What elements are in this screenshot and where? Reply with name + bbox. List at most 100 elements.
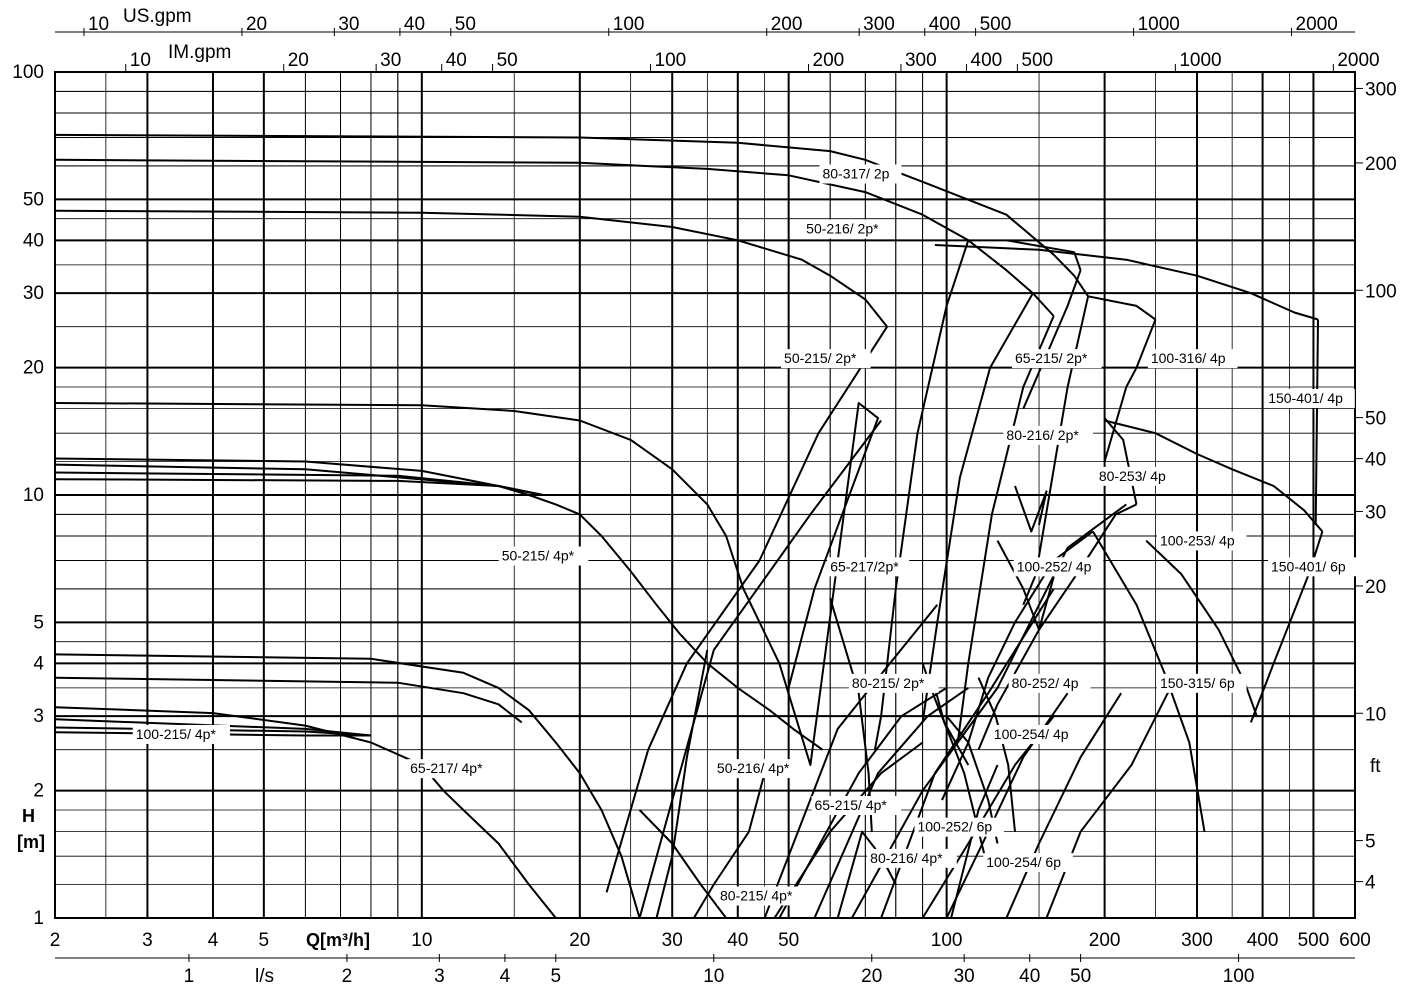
ft-tick-label: 10 <box>1365 704 1386 725</box>
x-tick-label: 400 <box>1247 930 1279 951</box>
series-label: 80-253/ 4p <box>1099 468 1166 484</box>
im-gpm-tick-label: 300 <box>905 50 937 71</box>
x-tick-label: 40 <box>727 930 748 951</box>
y-tick-label: 50 <box>23 189 44 210</box>
im-gpm-tick-label: 200 <box>813 50 845 71</box>
series-label: 100-252/ 4p <box>1017 558 1092 574</box>
grid <box>54 71 1356 919</box>
pump-curve <box>55 478 543 496</box>
y-tick-label: 5 <box>33 612 44 633</box>
ls-tick-label: 40 <box>1019 966 1040 987</box>
pump-curve <box>1314 319 1319 525</box>
pump-curve <box>1104 419 1324 533</box>
ls-tick-label: 5 <box>551 966 562 987</box>
pump-curve <box>55 209 888 328</box>
series-label-bg <box>1156 673 1247 693</box>
pump-range-line <box>941 530 1094 801</box>
y-axis-label-m: [m] <box>17 832 45 852</box>
im-gpm-tick-label: 100 <box>655 50 687 71</box>
series-label: 50-215/ 2p* <box>784 350 857 366</box>
series-label: 80-216/ 4p* <box>870 850 943 866</box>
us-gpm-tick-label: 40 <box>404 14 425 35</box>
pump-curve <box>1092 530 1206 832</box>
y-tick-label: 1 <box>33 908 44 929</box>
series-label: 80-215/ 4p* <box>720 887 793 903</box>
pump-range-line <box>950 764 999 918</box>
series-label: 50-215/ 4p* <box>502 548 575 564</box>
series-label: 100-215/ 4p* <box>136 726 217 742</box>
ft-tick-label: 200 <box>1365 154 1397 175</box>
pump-curve <box>55 676 523 724</box>
us-gpm-tick-label: 500 <box>980 14 1012 35</box>
axis-ticks: 2 3 4 5 10 20 30 40 50 100 200 300 400 500 60012345102… <box>12 14 1396 987</box>
pump-range-edge <box>763 604 939 918</box>
us-gpm-tick-label: 10 <box>88 14 109 35</box>
x-tick-label: 300 <box>1181 930 1213 951</box>
x-tick-label: 100 <box>931 930 963 951</box>
ls-tick-label: 10 <box>703 966 724 987</box>
series-label: 80-216/ 2p* <box>1006 427 1079 443</box>
x-tick-label: 600 <box>1339 930 1371 951</box>
y-tick-label: 2 <box>33 781 44 802</box>
curves <box>55 133 1324 918</box>
ft-tick-label: 50 <box>1365 409 1386 430</box>
x-tick-label: 200 <box>1089 930 1121 951</box>
series-label: 80-317/ 2p <box>822 166 889 182</box>
pump-range-edge <box>778 687 948 918</box>
series-labels: 80-317/ 2p 50-216/ 2p* 50-215/ 2p* 65-215/ … <box>132 164 1358 906</box>
series-label: 80-252/ 4p <box>1012 675 1079 691</box>
x-tick-label: 30 <box>662 930 683 951</box>
us-gpm-label: US.gpm <box>123 6 192 27</box>
im-gpm-tick-label: 400 <box>971 50 1003 71</box>
plot-border <box>54 71 1356 919</box>
pump-range-line <box>693 772 766 918</box>
pump-range-line <box>638 809 727 918</box>
ls-tick-label: 2 <box>342 966 353 987</box>
series-label: 65-217/2p* <box>830 558 899 574</box>
y-tick-label: 40 <box>23 230 44 251</box>
ft-tick-label: 20 <box>1365 577 1386 598</box>
series-label-bg <box>819 164 902 184</box>
series-label-bg <box>1267 557 1358 577</box>
y-tick-label: 3 <box>33 706 44 727</box>
series-label-bg <box>1003 425 1094 445</box>
ls-tick-label: 3 <box>434 966 445 987</box>
x-tick-label: 500 <box>1298 930 1330 951</box>
series-label-bg <box>1265 389 1355 409</box>
pump-curve <box>55 653 641 918</box>
pump-range-edge <box>1045 682 1174 918</box>
series-label-bg <box>1147 349 1238 369</box>
y-tick-label: 100 <box>12 62 44 83</box>
ls-tick-label: 100 <box>1223 966 1255 987</box>
series-label: 50-216/ 4p* <box>717 760 790 776</box>
pump-range-line <box>742 402 879 766</box>
im-gpm-tick-label: 500 <box>1021 50 1053 71</box>
im-gpm-tick-label: 50 <box>497 50 518 71</box>
ls-axis-label: l/s <box>255 966 274 987</box>
us-gpm-tick-label: 20 <box>246 14 267 35</box>
pump-curve <box>1249 531 1324 723</box>
series-label-bg <box>713 759 804 779</box>
series-label: 100-253/ 4p <box>1160 532 1235 548</box>
series-label: 150-315/ 6p <box>1160 675 1235 691</box>
x-tick-label: 4 <box>208 930 219 951</box>
x-tick-label: 5 <box>259 930 270 951</box>
us-gpm-tick-label: 200 <box>771 14 803 35</box>
pump-range-edge <box>921 715 1055 918</box>
y-tick-label: 30 <box>23 283 44 304</box>
im-gpm-tick-label: 1000 <box>1179 50 1221 71</box>
series-label-bg <box>1008 673 1091 693</box>
ls-tick-label: 1 <box>184 966 195 987</box>
pump-range-edge <box>851 503 1127 918</box>
series-label: 80-215/ 2p* <box>852 675 925 691</box>
series-label: 65-215/ 4p* <box>814 797 887 813</box>
pump-range-line <box>1103 319 1157 462</box>
pump-curve <box>55 158 1055 317</box>
series-label-bg <box>1012 349 1102 369</box>
series-label: 65-215/ 2p* <box>1015 350 1088 366</box>
pump-range-line <box>605 326 888 893</box>
im-gpm-tick-label: 20 <box>288 50 309 71</box>
series-label-bg <box>811 796 902 816</box>
im-gpm-label: IM.gpm <box>168 42 231 63</box>
im-gpm-tick-label: 30 <box>380 50 401 71</box>
